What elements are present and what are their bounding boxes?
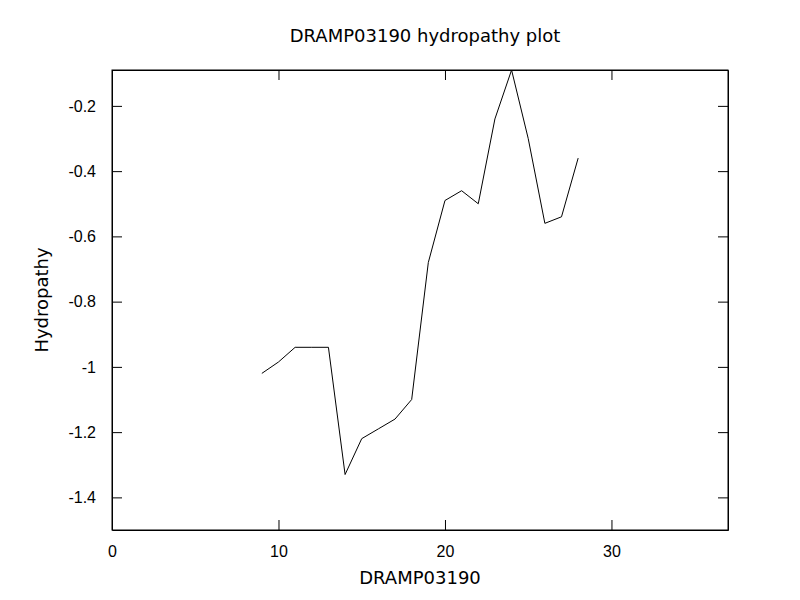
tick	[718, 367, 728, 368]
tick-label: -1.2	[68, 424, 96, 441]
tick	[611, 70, 612, 80]
chart-container: 0 10 20 30 -1.4 -1.2 -1 -0.8 -0.6 -0.4 -0.2 DRAMP03…	[0, 0, 800, 600]
tick-mark	[112, 432, 122, 433]
tick-mark	[112, 171, 122, 172]
plot-area	[262, 70, 578, 475]
x-axis: 0 10 20 30	[108, 520, 728, 560]
tick-label: -0.4	[68, 163, 96, 180]
tick	[718, 302, 728, 303]
tick-label: -0.6	[68, 228, 96, 245]
y-axis-title: Hydropathy	[31, 247, 52, 353]
tick	[718, 171, 728, 172]
chart-title: DRAMP03190 hydropathy plot	[290, 25, 561, 46]
tick-label: -0.8	[68, 293, 96, 310]
tick: -0.4	[68, 163, 122, 180]
tick-mark	[718, 302, 728, 303]
tick-mark	[718, 432, 728, 433]
tick-mark	[611, 520, 612, 530]
tick	[718, 432, 728, 433]
tick-label: -1.4	[68, 489, 96, 506]
tick-mark	[718, 171, 728, 172]
x-axis-title: DRAMP03190	[359, 567, 481, 588]
tick	[718, 497, 728, 498]
tick-mark	[718, 236, 728, 237]
tick	[445, 70, 446, 80]
y-axis: -1.4 -1.2 -1 -0.8 -0.6 -0.4 -0.2	[68, 71, 122, 531]
tick-mark	[718, 106, 728, 107]
tick	[718, 106, 728, 107]
axis-line	[113, 530, 729, 531]
tick: -1.4	[68, 489, 122, 506]
tick: 20	[437, 520, 455, 560]
tick-mark	[718, 497, 728, 498]
tick-mark	[112, 367, 122, 368]
tick: -0.8	[68, 293, 122, 310]
tick-mark	[112, 497, 122, 498]
tick: 30	[603, 520, 621, 560]
tick-label: -1	[82, 358, 96, 375]
y-axis-right	[718, 71, 729, 531]
tick-mark	[445, 70, 446, 80]
tick	[718, 236, 728, 237]
tick-mark	[112, 302, 122, 303]
axis-line	[113, 70, 729, 71]
tick-mark	[278, 70, 279, 80]
tick-label: 0	[108, 543, 117, 560]
tick: -0.2	[68, 98, 122, 115]
data-line	[262, 70, 578, 475]
tick	[278, 70, 279, 80]
plot-frame	[112, 70, 728, 530]
tick-label: -0.2	[68, 98, 96, 115]
tick-label: 20	[437, 543, 455, 560]
tick: -0.6	[68, 228, 122, 245]
tick-mark	[112, 106, 122, 107]
tick-mark	[112, 236, 122, 237]
tick: -1	[82, 358, 122, 375]
tick: -1.2	[68, 424, 122, 441]
tick-label: 10	[270, 543, 288, 560]
tick-mark	[278, 520, 279, 530]
tick-mark	[445, 520, 446, 530]
x-axis-top	[113, 70, 729, 80]
axis-line	[728, 71, 729, 531]
tick-label: 30	[603, 543, 621, 560]
tick-mark	[611, 70, 612, 80]
chart-svg: 0 10 20 30 -1.4 -1.2 -1 -0.8 -0.6 -0.4 -0.2 DRAMP03…	[0, 0, 800, 600]
tick-mark	[718, 367, 728, 368]
tick: 10	[270, 520, 288, 560]
axis-line	[112, 71, 113, 531]
